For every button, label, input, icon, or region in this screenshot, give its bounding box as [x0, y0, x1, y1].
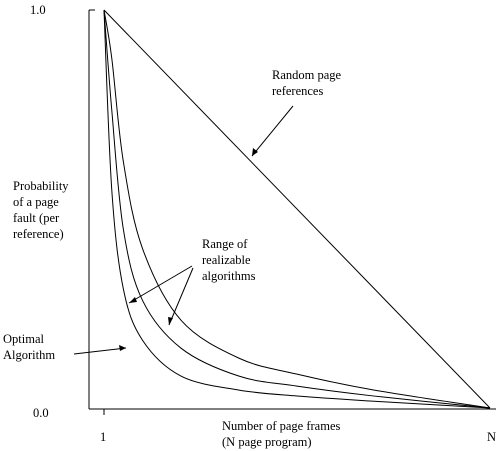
- arrowhead-random-page: [252, 148, 258, 156]
- x-axis-label-line2: (N page program): [222, 435, 312, 449]
- y-tick-label-top: 1.0: [30, 3, 46, 17]
- x-tick-label-1: 1: [100, 430, 106, 444]
- label-random-page-line1: Random page: [272, 68, 342, 82]
- label-range-line1: Range of: [202, 237, 248, 251]
- pointer-range-upper: [168, 267, 194, 326]
- label-range-line3: algorithms: [202, 269, 256, 283]
- label-range-line2: realizable: [202, 253, 251, 267]
- y-tick-label-bottom: 0.0: [33, 406, 49, 420]
- series-random-page-references: [103, 9, 491, 409]
- arrowhead-optimal: [119, 345, 126, 351]
- pointer-random-page: [251, 105, 294, 157]
- y-axis-label-line3: fault (per: [13, 211, 60, 225]
- label-random-page-line2: references: [272, 84, 323, 98]
- pointer-optimal: [73, 347, 127, 355]
- x-tick-label-n: N: [487, 430, 496, 444]
- y-axis-label-line1: Probability: [13, 179, 69, 193]
- label-optimal-line2: Algorithm: [3, 348, 55, 362]
- series-optimal-algorithm: [103, 9, 491, 409]
- arrowhead-range-upper: [168, 317, 173, 325]
- series-realizable-lower: [103, 9, 491, 409]
- series-realizable-upper: [103, 9, 491, 409]
- pointer-range-lower: [128, 265, 193, 304]
- label-optimal-line1: Optimal: [3, 332, 44, 346]
- arrowhead-range-lower: [129, 297, 137, 303]
- y-axis-label-line4: reference): [13, 227, 64, 241]
- y-axis-label-line2: of a page: [13, 195, 59, 209]
- x-axis-label-line1: Number of page frames: [222, 419, 340, 433]
